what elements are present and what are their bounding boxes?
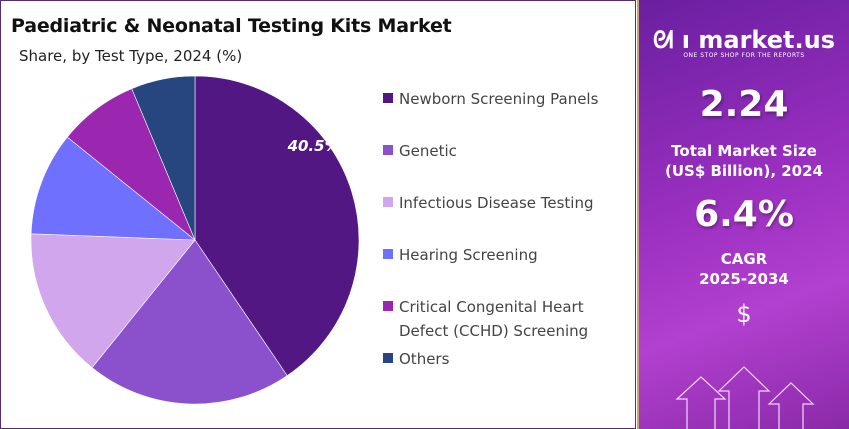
legend-swatch xyxy=(383,197,393,207)
chart-title: Paediatric & Neonatal Testing Kits Marke… xyxy=(11,15,452,37)
legend-swatch xyxy=(383,93,393,103)
pie-slice-2 xyxy=(30,233,196,369)
legend-label: Critical Congenital Heart Defect (CCHD) … xyxy=(399,298,589,340)
summary-panel: ᘛ ı market.us ONE STOP SHOP FOR THE REPO… xyxy=(637,0,849,429)
pie-chart: 40.5% xyxy=(30,75,360,405)
legend-swatch xyxy=(383,145,393,155)
logo-mark-icon: ᘛ ı xyxy=(653,26,699,54)
pie-slice-0 xyxy=(194,75,360,377)
legend-swatch xyxy=(383,353,393,363)
legend-label: Genetic xyxy=(399,142,457,160)
chart-panel: Paediatric & Neonatal Testing Kits Marke… xyxy=(0,0,636,429)
arrows-icon xyxy=(675,366,815,429)
legend-item: Newborn Screening Panels xyxy=(383,87,633,111)
market-size-label-2: (US$ Billion), 2024 xyxy=(664,162,823,180)
legend-label: Newborn Screening Panels xyxy=(399,90,599,108)
legend-item: Genetic xyxy=(383,139,633,163)
cagr-label-2: 2025-2034 xyxy=(699,270,789,288)
legend-item: Hearing Screening xyxy=(383,243,633,267)
cagr-label-1: CAGR xyxy=(720,250,768,268)
data-label: 40.5% xyxy=(287,137,340,155)
legend-item: Critical Congenital Heart Defect (CCHD) … xyxy=(383,295,633,343)
legend-label: Hearing Screening xyxy=(399,246,538,264)
legend-item: Others xyxy=(383,347,633,371)
legend-item: Infectious Disease Testing xyxy=(383,191,633,215)
market-size-label-1: Total Market Size xyxy=(671,142,817,160)
pie-slice-3 xyxy=(30,136,196,241)
chart-subtitle: Share, by Test Type, 2024 (%) xyxy=(19,47,243,65)
market-size-value: 2.24 xyxy=(699,84,789,125)
legend-swatch xyxy=(383,301,393,311)
cagr-value: 6.4% xyxy=(694,194,794,235)
pie-slice-5 xyxy=(131,75,196,241)
brand-tagline: ONE STOP SHOP FOR THE REPORTS xyxy=(683,52,805,59)
pie-slice-1 xyxy=(91,239,288,405)
brand-logo: ᘛ ı market.us ONE STOP SHOP FOR THE REPO… xyxy=(639,26,849,59)
brand-name: market.us xyxy=(698,26,835,54)
legend-label: Others xyxy=(399,350,450,368)
legend-swatch xyxy=(383,249,393,259)
dollar-icon: $ xyxy=(736,300,752,328)
legend-label: Infectious Disease Testing xyxy=(399,194,594,212)
